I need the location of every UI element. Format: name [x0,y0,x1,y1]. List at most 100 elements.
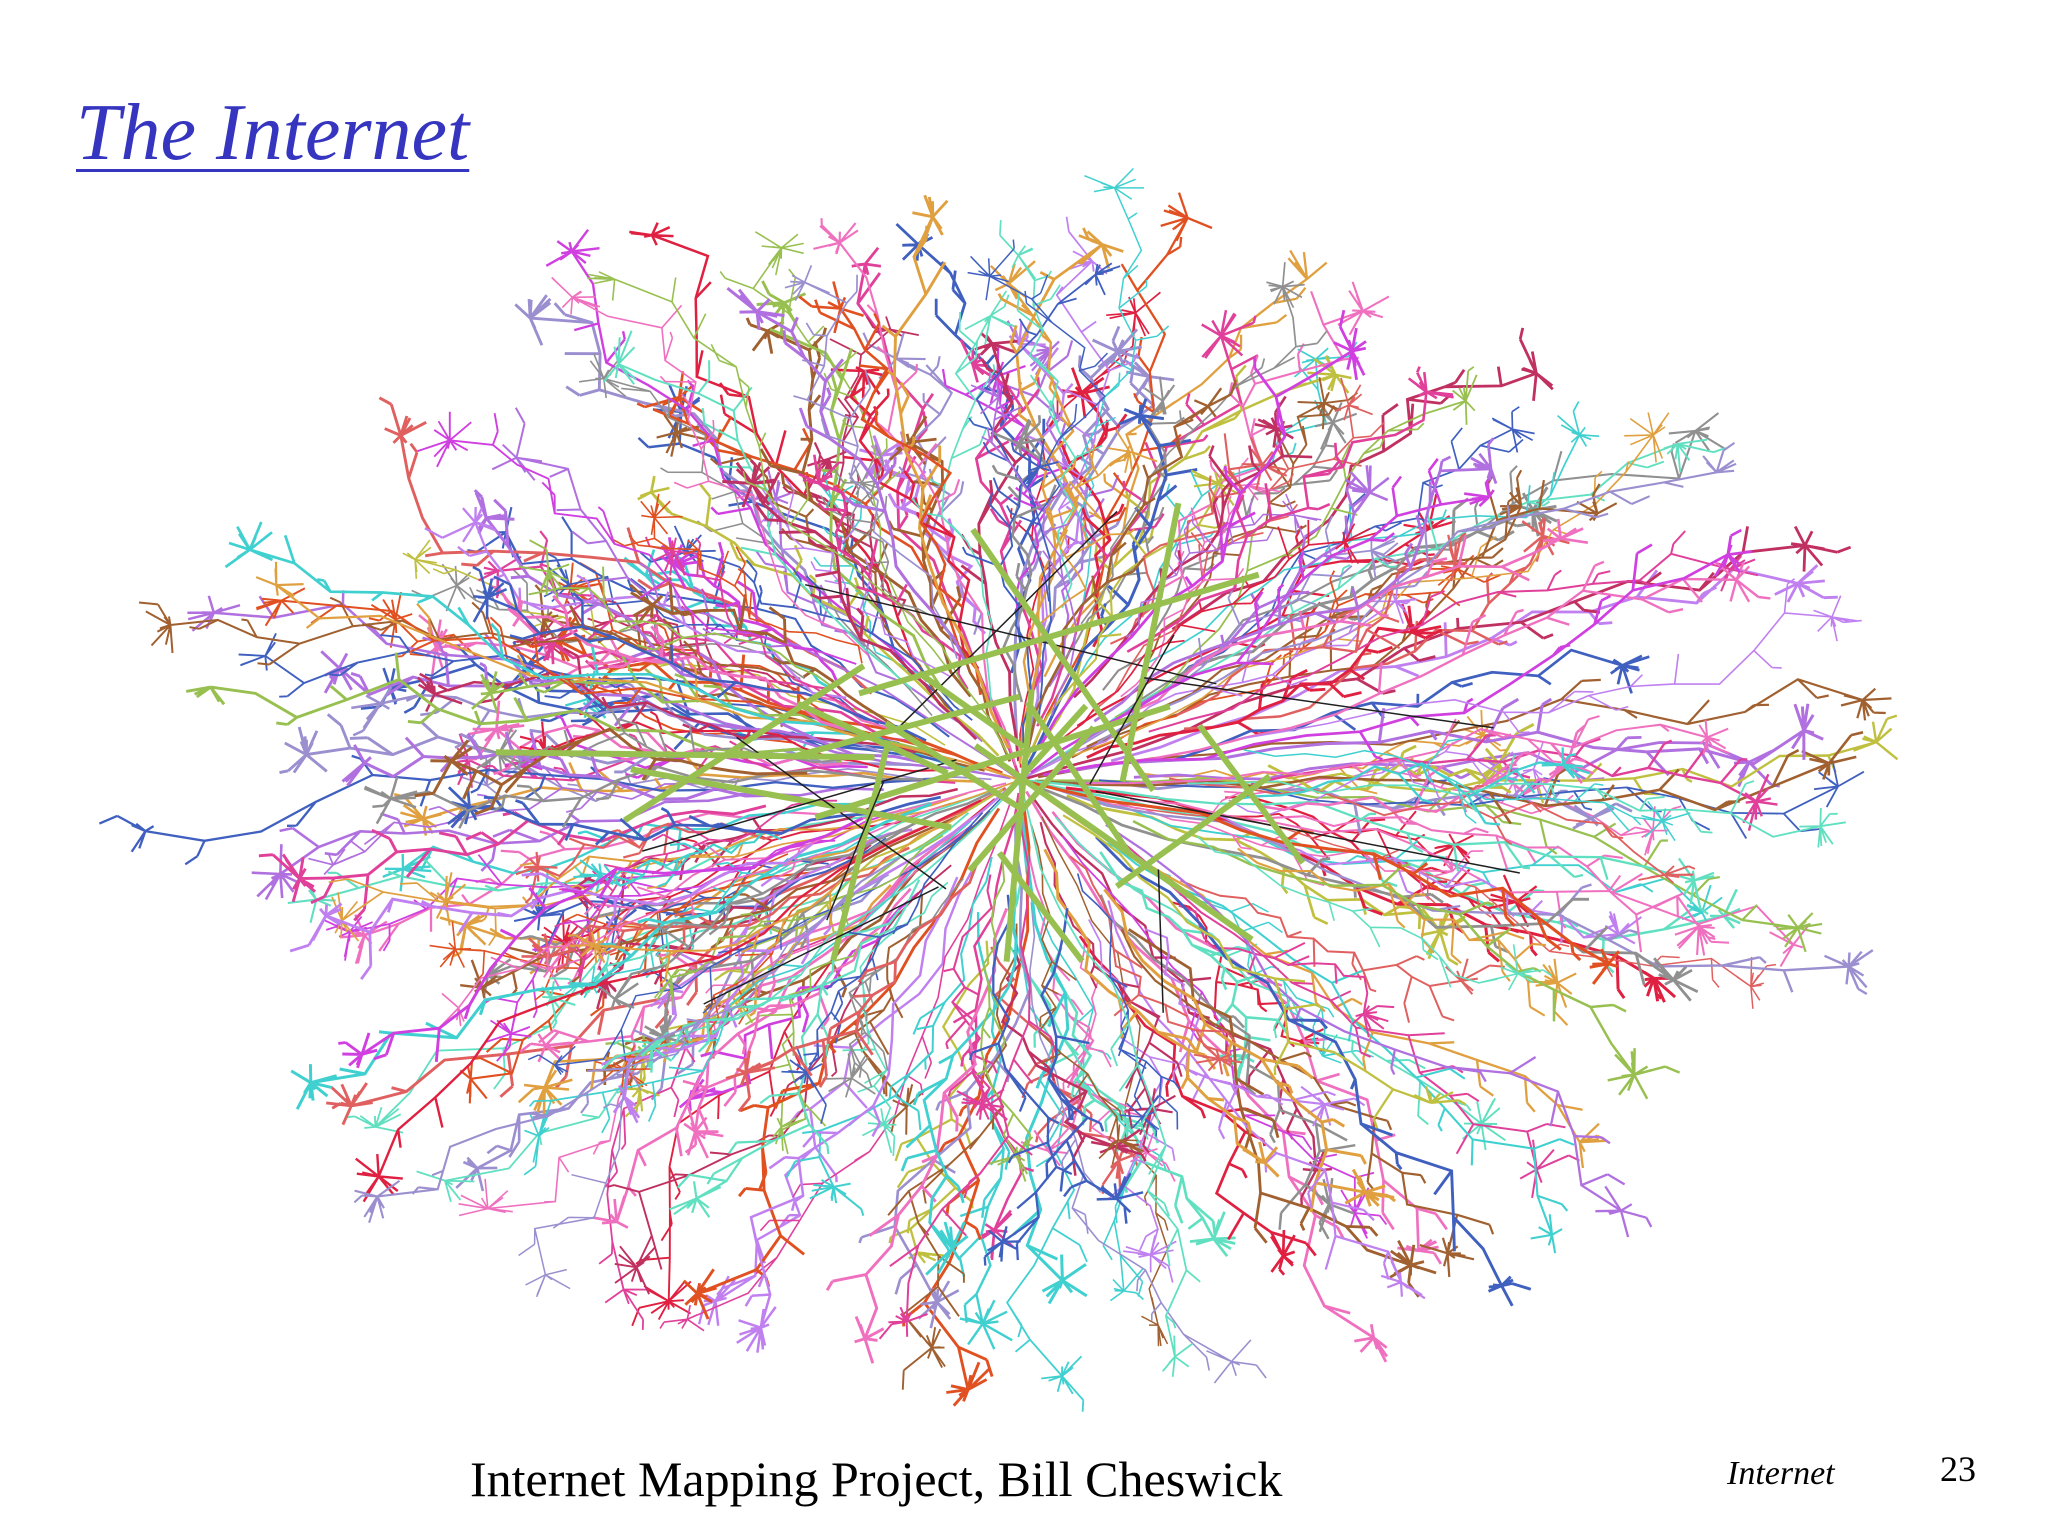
slide-title: The Internet [76,89,470,177]
network-branch [1243,737,1691,842]
network-link [1089,634,1175,785]
network-branch [911,290,1016,709]
network-link [897,510,1118,729]
network-link [1144,677,1494,729]
network-branch [637,475,1000,757]
network-branch [825,907,1009,1364]
network-branch [1043,528,1753,777]
network-branch [290,802,932,1110]
network-branch [1093,437,1498,723]
network-branch [1020,785,1201,1377]
page-number: 23 [1940,1449,1976,1489]
network-branch [601,909,901,1073]
network-branch [1037,309,1367,750]
network-branch [353,856,900,1224]
network-branch [878,791,1058,1340]
network-branch [355,799,982,1203]
network-branch [1232,747,1591,826]
network-link [1114,773,1272,889]
network-branch [338,816,864,1069]
network-branch [1080,262,1328,625]
network-branch [447,786,941,846]
network-branch [1071,469,1523,759]
network-branch [256,587,1003,774]
network-branch [821,894,925,1135]
network-branch [958,912,1013,1350]
network-branch [1059,367,1128,648]
network-branch [515,822,781,904]
network-branch [251,786,884,901]
network-link [996,850,1085,964]
network-branch [1021,779,1715,916]
network-link [1197,723,1306,865]
network-branch [785,856,993,1216]
network-link [495,749,875,761]
network-branch [756,280,944,691]
network-link [1024,700,1132,855]
network-branch [781,812,984,1124]
network-branch [1012,780,1088,1305]
network-branch [1178,904,1395,1038]
network-branch [567,810,968,984]
network-branch [185,652,843,764]
network-map [98,167,1899,1412]
network-branch [631,798,996,1327]
network-branch [472,565,927,742]
network-branch [1021,525,1852,781]
network-branch [1196,835,1552,991]
network-branch [784,264,958,659]
network-branch [991,415,1057,703]
network-branch [363,765,924,829]
network-branch [610,493,863,664]
network-link [826,781,885,921]
network-branch [378,396,873,695]
footer-section: Internet [1727,1455,1835,1492]
network-link [703,886,939,1005]
network-branch [967,239,1108,602]
network-branch [341,731,775,801]
network-branch [1062,814,1467,1129]
network-branch [1126,366,1454,653]
network-branch [725,864,978,1112]
network-branch [1049,946,1236,1258]
network-branch [813,218,1017,766]
network-branch [1269,815,1716,956]
network-branch [968,894,1073,1266]
network-branch [1023,379,1237,764]
network-branch [1242,578,1862,740]
network-branch [798,454,969,690]
network-branch [1144,928,1366,1127]
network-link [1095,790,1520,874]
network-branch [1105,823,1653,1238]
network-link [884,720,1026,814]
network-branch [1043,249,1328,678]
network-branch [1030,824,1145,1165]
network-branch [1102,836,1575,1254]
network-link [641,759,957,852]
network-link [858,571,1260,697]
network-link [967,725,1096,873]
network-branch [1022,398,1198,774]
network-branch [1030,458,1495,774]
network-branch [255,561,1017,780]
network-branch [551,276,869,656]
network-link [1001,703,1089,799]
network-branch [224,521,876,739]
network-link [970,527,1156,793]
network-branch [1169,777,1696,884]
network-branch [1103,888,1397,1213]
network-branch [138,596,801,680]
network-branch [726,287,968,666]
network-branch [961,438,1059,745]
network-link [736,736,947,890]
image-caption: Internet Mapping Project, Bill Cheswick [470,1451,1283,1507]
network-branch [518,874,890,1298]
network-branch [900,915,1018,1276]
network-branch [1126,518,1589,715]
network-branch [736,876,959,1353]
network-branch [1187,754,1846,848]
network-branch [1029,902,1267,1384]
network-branch [669,879,921,1218]
network-link [790,693,1021,760]
